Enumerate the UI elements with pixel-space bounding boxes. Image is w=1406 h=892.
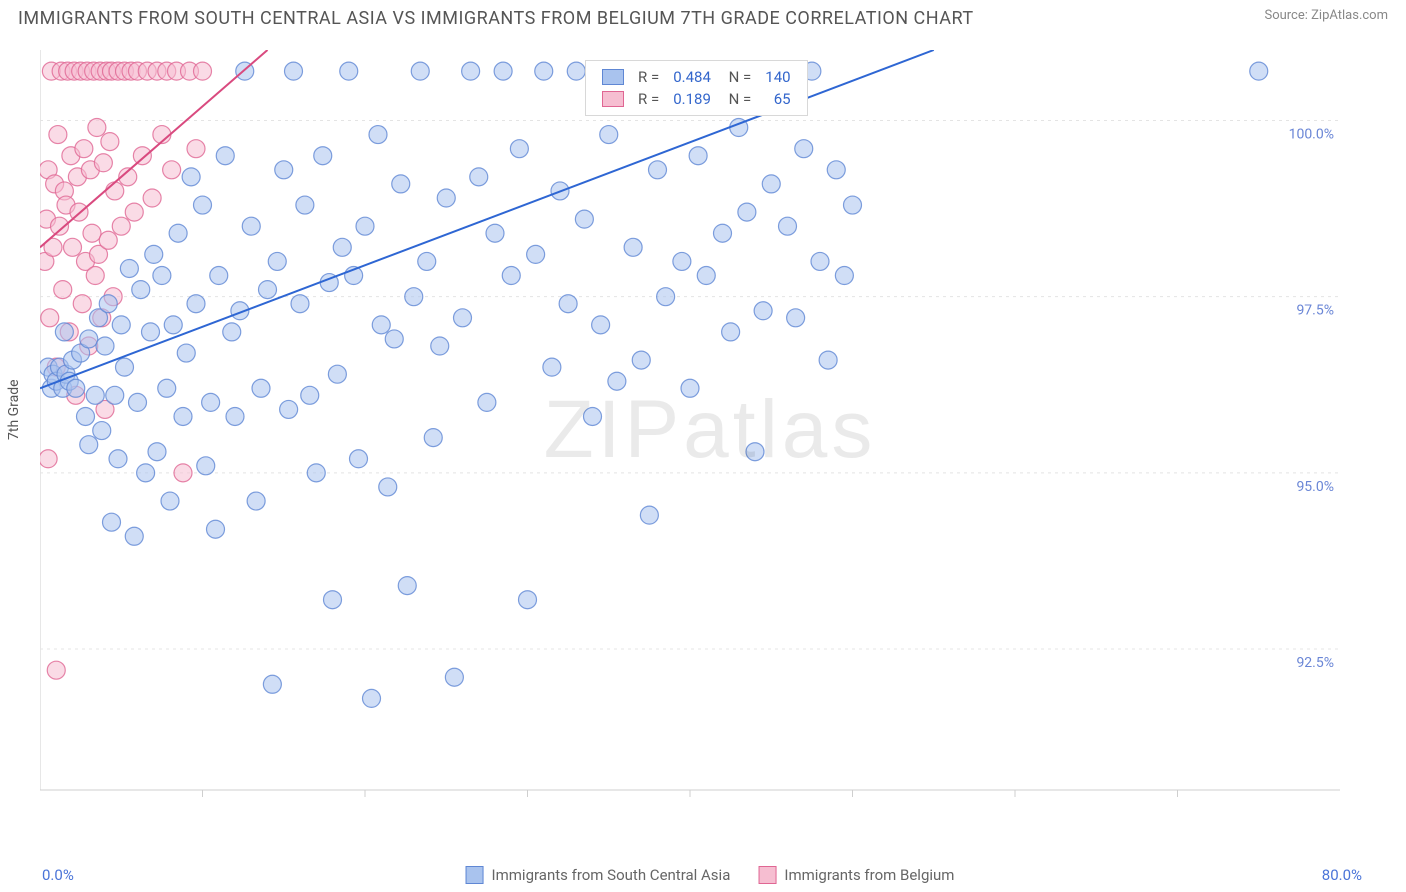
x-axis-max: 80.0% [1322,866,1362,884]
chart-title: IMMIGRANTS FROM SOUTH CENTRAL ASIA VS IM… [18,8,974,29]
svg-text:100.0%: 100.0% [1289,126,1334,142]
source-link[interactable]: ZipAtlas.com [1311,8,1388,23]
legend: Immigrants from South Central Asia Immig… [466,866,955,884]
legend-item-series1: Immigrants from South Central Asia [466,866,731,884]
scatter-chart: 92.5%95.0%97.5%100.0% ZIPatlas R =0.484 … [40,50,1380,810]
source-attribution: Source: ZipAtlas.com [1264,8,1388,23]
legend-item-series2: Immigrants from Belgium [758,866,954,884]
svg-text:97.5%: 97.5% [1296,303,1334,319]
x-axis-labels: 0.0% Immigrants from South Central Asia … [40,866,1380,884]
legend-swatch-series1 [466,866,484,884]
legend-swatch-series2 [758,866,776,884]
y-axis-label: 7th Grade [6,379,22,440]
svg-text:92.5%: 92.5% [1296,655,1334,671]
svg-text:95.0%: 95.0% [1296,479,1334,495]
x-axis-min: 0.0% [42,866,74,884]
correlation-stats-box: R =0.484 N =140R =0.189 N =65 [585,60,808,116]
